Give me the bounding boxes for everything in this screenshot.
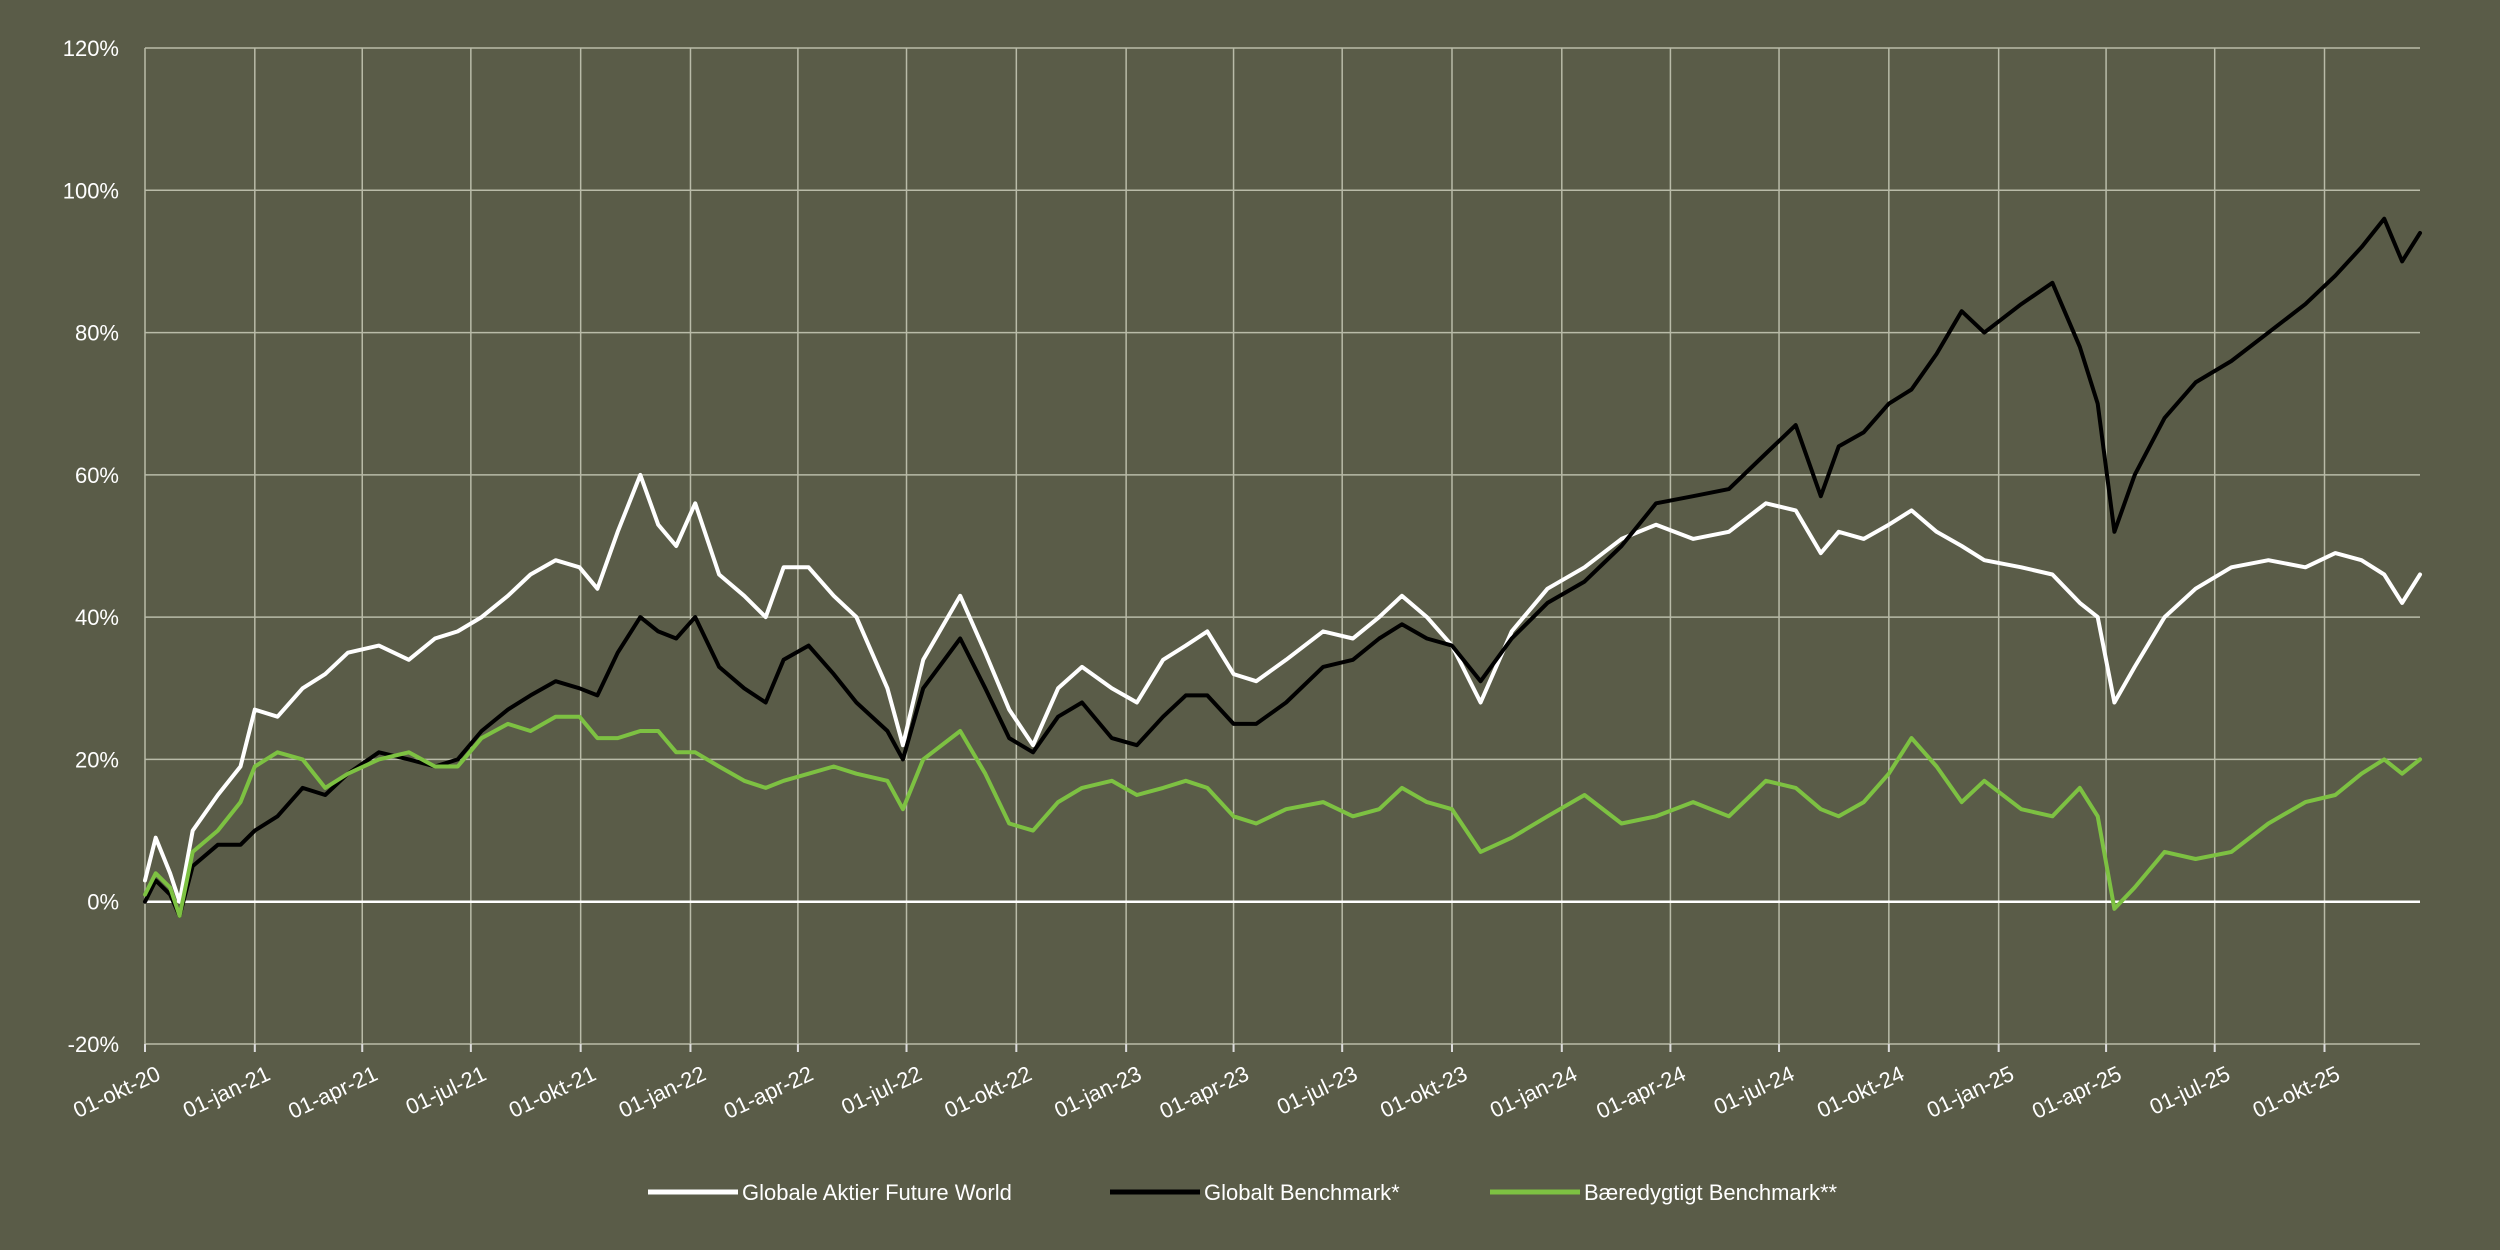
vertical-gridlines (144, 48, 2326, 1052)
legend-label: Globale Aktier Future World (742, 1180, 1012, 1205)
y-axis-tick-labels: -20% 0% 20% 40% 60% 80% 100% 120% (63, 36, 119, 1057)
y-tick-label: 80% (75, 321, 119, 346)
legend: Globale Aktier Future World Globalt Bench… (648, 1180, 1838, 1205)
legend-label: Bæredygtigt Benchmark** (1584, 1180, 1838, 1205)
y-tick-label: 0% (87, 890, 119, 915)
y-tick-label: -20% (68, 1032, 119, 1057)
y-tick-label: 120% (63, 36, 119, 61)
series-line-2 (143, 714, 2422, 918)
y-tick-label: 100% (63, 178, 119, 203)
series-line-0 (143, 472, 2422, 904)
y-tick-label: 40% (75, 605, 119, 630)
series-line-1 (143, 216, 2422, 918)
y-tick-label: 60% (75, 463, 119, 488)
legend-label: Globalt Benchmark* (1204, 1180, 1400, 1205)
y-tick-label: 20% (75, 747, 119, 772)
series-lines (143, 216, 2422, 918)
